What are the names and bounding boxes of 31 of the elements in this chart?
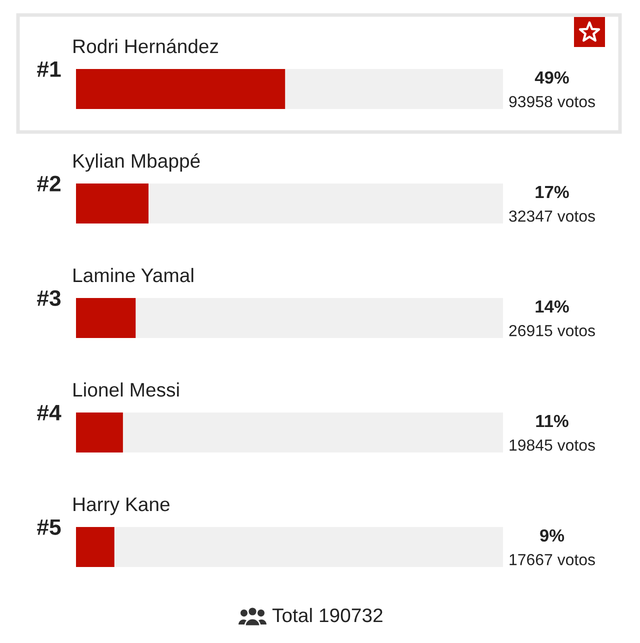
bar	[285, 68, 503, 110]
data-label: 11%	[536, 414, 568, 428]
bar	[76, 298, 136, 338]
text: #3	[37, 290, 61, 306]
data-label: 9%	[540, 529, 564, 542]
text: 26915 votos	[509, 324, 595, 336]
text: 19845 votos	[510, 439, 595, 451]
data-label: 49%	[534, 71, 569, 84]
text: #4	[37, 404, 62, 420]
y-tick-label: Lamine Yamal	[74, 268, 194, 282]
bar	[76, 68, 286, 110]
text: Total 190732	[272, 608, 382, 622]
text: 93958 votos	[509, 96, 595, 108]
bar	[76, 526, 114, 568]
y-tick-label: Lionel Messi	[74, 382, 179, 397]
text: #5	[37, 519, 61, 535]
text: #2	[37, 176, 60, 192]
data-label: 14%	[536, 300, 569, 313]
bar	[76, 412, 123, 453]
y-tick-label: Kylian Mbappé	[74, 153, 200, 172]
bar	[136, 298, 503, 338]
bar	[148, 183, 503, 224]
text: 32347 votos	[509, 210, 595, 222]
y-tick-label: Rodri Hernández	[74, 38, 218, 54]
bar	[114, 526, 503, 568]
data-label: 17%	[536, 186, 569, 198]
y-tick-label: Harry Kane	[74, 498, 170, 516]
bar	[76, 183, 149, 224]
bar	[122, 412, 503, 453]
text: 17667 votos	[510, 554, 595, 566]
text: #1	[37, 61, 61, 77]
